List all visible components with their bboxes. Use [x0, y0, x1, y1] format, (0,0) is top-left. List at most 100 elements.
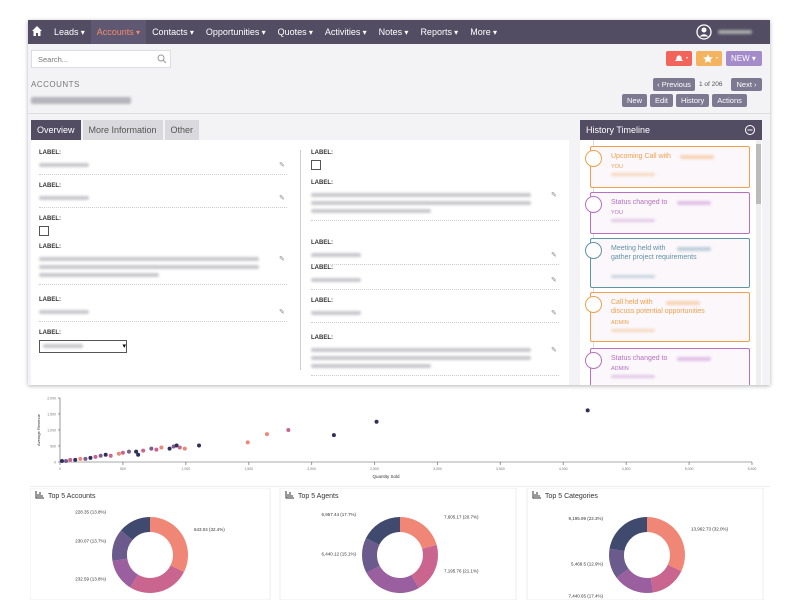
scatter-point — [83, 456, 88, 461]
nav-item[interactable]: Contacts — [146, 20, 200, 44]
scatter-point — [120, 450, 125, 455]
nav-item[interactable]: Notes — [373, 20, 415, 44]
avatar[interactable] — [696, 24, 712, 40]
edit-icon[interactable]: ✎ — [551, 347, 557, 354]
scatter-point — [197, 443, 202, 448]
tab[interactable]: Other — [164, 120, 200, 140]
blurred-date — [611, 173, 655, 176]
x-tick-label: 3,500 — [496, 467, 505, 471]
nav-item[interactable]: Quotes — [272, 20, 319, 44]
donut-value-label: 13,962.73 (32.0%) — [691, 526, 729, 531]
timeline-icon — [585, 150, 602, 167]
y-axis-label: Average Revenue — [36, 413, 41, 446]
scatter-point — [64, 458, 69, 463]
edit-icon[interactable]: ✎ — [551, 192, 557, 199]
scatter-point — [374, 419, 379, 424]
x-tick-label: 1,000 — [181, 467, 190, 471]
checkbox[interactable] — [39, 226, 49, 236]
donut-segment — [112, 558, 139, 588]
new-button[interactable]: NEW ▾ — [726, 51, 762, 66]
timeline-item[interactable]: Meeting held with gather project requirem… — [590, 238, 750, 288]
scatter-point — [174, 443, 179, 448]
alerts-button[interactable] — [666, 51, 692, 66]
checkbox[interactable] — [311, 160, 321, 170]
x-tick-label: 4,000 — [559, 467, 568, 471]
blurred-name — [676, 247, 711, 251]
timeline-item[interactable]: Status changed to YOU — [590, 192, 750, 234]
module-name: ACCOUNTS — [31, 80, 80, 89]
home-icon[interactable] — [32, 26, 42, 36]
search-box[interactable]: Search... — [31, 50, 171, 68]
favorites-button[interactable] — [696, 51, 722, 66]
edit-icon[interactable]: ✎ — [279, 309, 285, 316]
timeline-text-tail: discuss potential opportunities — [611, 308, 705, 315]
scrollbar[interactable] — [756, 140, 761, 385]
nav-item[interactable]: More — [464, 20, 503, 44]
scatter-point — [182, 446, 187, 451]
donut-value-label: 6,440.12 (15.1%) — [321, 552, 356, 557]
field-underline — [311, 289, 559, 290]
blurred-name — [666, 301, 700, 305]
blurred-date — [611, 275, 655, 278]
edit-icon[interactable]: ✎ — [279, 256, 285, 263]
nav-item[interactable]: Reports — [414, 20, 464, 44]
action-button[interactable]: History — [675, 94, 710, 107]
scatter-point — [73, 457, 78, 462]
scatter-point — [149, 446, 154, 451]
field-underline — [311, 264, 559, 265]
timeline-item[interactable]: Call held with discuss potential opportun… — [590, 292, 750, 342]
edit-icon[interactable]: ✎ — [551, 310, 557, 317]
field-label: LABEL: — [311, 298, 333, 304]
nav-item[interactable]: Activities — [319, 20, 373, 44]
history-timeline: History Timeline Upcoming Call with YOU St… — [580, 120, 762, 385]
scatter-point — [264, 432, 269, 437]
blurred-value — [43, 344, 83, 348]
action-button[interactable]: New — [622, 94, 648, 107]
blurred-value — [311, 364, 431, 368]
nav-item[interactable]: Leads — [48, 20, 91, 44]
next-button[interactable]: Next › — [731, 78, 762, 91]
timeline-author: YOU — [611, 210, 623, 216]
chart-icon — [35, 491, 44, 499]
detail-panel: LABEL: ✎ LABEL: ✎ LABEL: LABEL: ✎ LABEL: ✎ LABEL:… — [31, 140, 569, 385]
scatter-point — [98, 453, 103, 458]
blurred-value — [311, 201, 531, 205]
x-tick-label: 2,500 — [370, 467, 379, 471]
scatter-point — [177, 445, 182, 450]
edit-icon[interactable]: ✎ — [279, 195, 285, 202]
top-nav: LeadsAccountsContactsOpportunitiesQuotes… — [28, 20, 770, 44]
donut-title: Top 5 Categories — [545, 493, 598, 500]
scatter-point — [108, 453, 113, 458]
action-button[interactable]: Actions — [712, 94, 747, 107]
field-label: LABEL: — [39, 216, 61, 222]
collapse-icon[interactable] — [744, 124, 756, 136]
timeline-author: ADMIN — [611, 320, 629, 326]
timeline-header: History Timeline — [580, 120, 762, 140]
nav-item[interactable]: Opportunities — [200, 20, 272, 44]
donut-charts: Top 5 Accounts 643.04 (32.4%) 232.59 (13.8… — [30, 488, 764, 600]
donut-segment — [411, 544, 438, 589]
timeline-item[interactable]: Upcoming Call with YOU — [590, 146, 750, 188]
nav-item[interactable]: Accounts — [90, 20, 147, 44]
edit-icon[interactable]: ✎ — [551, 277, 557, 284]
tab[interactable]: Overview — [31, 120, 81, 140]
y-tick-label: 1,500 — [47, 413, 56, 417]
timeline-item[interactable]: Status changed to ADMIN — [590, 348, 750, 385]
action-button[interactable]: Edit — [650, 94, 673, 107]
donut-segment — [112, 530, 133, 561]
x-tick-label: 4,500 — [622, 467, 631, 471]
dropdown[interactable]: ▾ — [39, 340, 127, 353]
nav-items: LeadsAccountsContactsOpportunitiesQuotes… — [48, 20, 503, 44]
timeline-text: Meeting held with — [611, 245, 666, 252]
donut-segment — [616, 568, 654, 593]
scatter-point — [245, 440, 250, 445]
previous-button[interactable]: ‹ Previous — [653, 78, 695, 91]
blurred-value — [311, 348, 531, 352]
edit-icon[interactable]: ✎ — [551, 252, 557, 259]
edit-icon[interactable]: ✎ — [279, 162, 285, 169]
scatter-point — [93, 454, 98, 459]
y-tick-label: 500 — [50, 445, 56, 449]
tab[interactable]: More Information — [82, 120, 163, 140]
y-tick-label: 0 — [54, 461, 56, 465]
